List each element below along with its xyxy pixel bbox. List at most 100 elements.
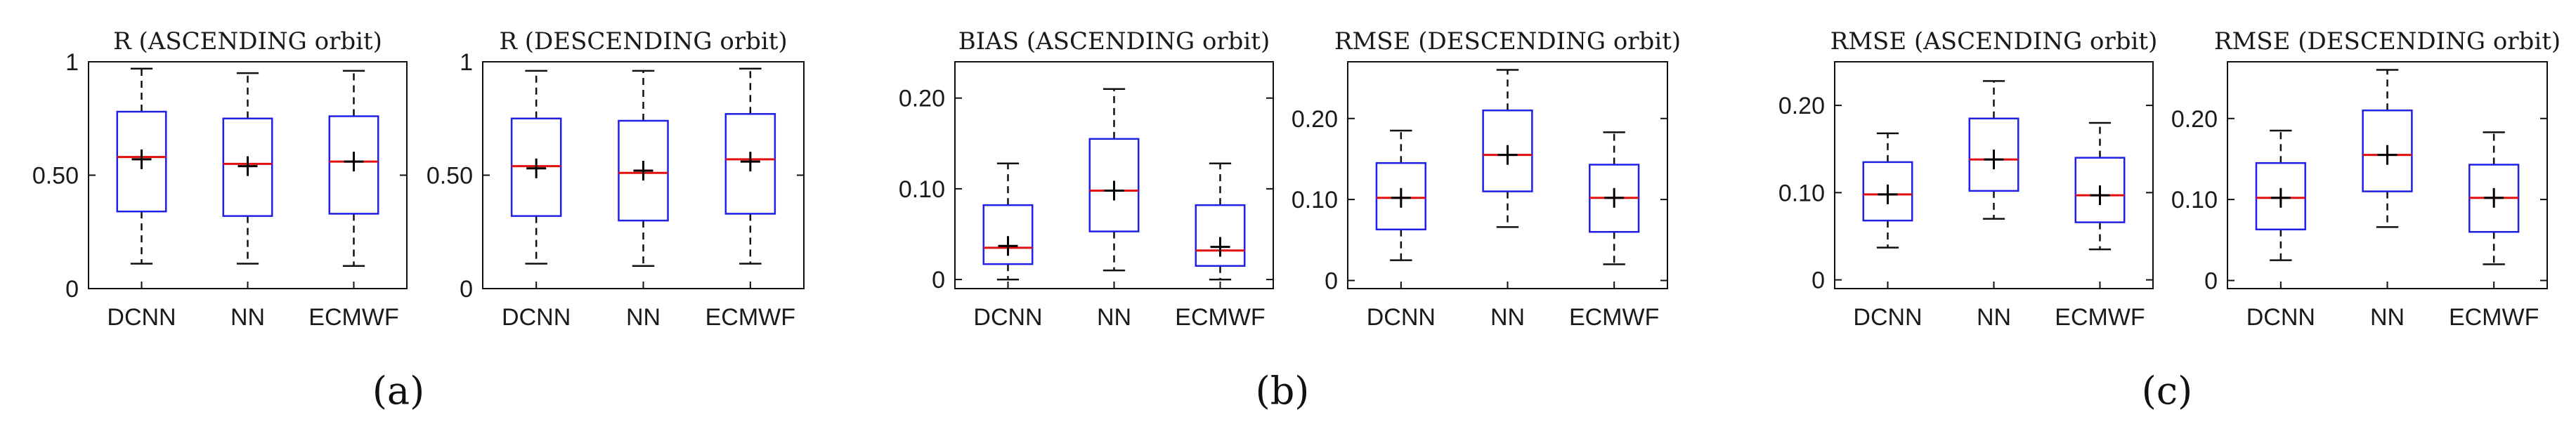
mean-marker [2484, 187, 2504, 208]
mean-marker [2270, 187, 2291, 208]
box-nn [1482, 69, 1533, 228]
y-tick-label: 0.10 [899, 176, 945, 203]
chart-3: BIAS (ASCENDING orbit) 0 0.10 0.20 DCNN NN ECM… [899, 27, 1274, 331]
box-iqr [1375, 161, 1426, 231]
box-dcnn [982, 162, 1034, 281]
chart-title: RMSE (DESCENDING orbit) [1334, 27, 1681, 55]
box-dcnn [2255, 129, 2306, 261]
box-ecmwf [724, 67, 776, 265]
box-ecmwf [2468, 131, 2520, 265]
x-tick-label: ECMWF [1175, 304, 1265, 331]
mean-marker [1210, 237, 1230, 257]
mean-marker [1497, 145, 1518, 165]
x-tick-label: NN [1977, 304, 2011, 331]
y-tick-label: 0 [1811, 268, 1825, 294]
box-dcnn [510, 70, 562, 265]
x-tick-label: NN [626, 304, 661, 331]
mean-marker [1391, 187, 1411, 208]
box-iqr [724, 113, 776, 215]
mean-marker [1604, 187, 1625, 208]
chart-title: R (ASCENDING orbit) [113, 27, 382, 55]
box-iqr [328, 115, 379, 215]
chart-title: R (DESCENDING orbit) [499, 27, 787, 55]
y-tick-label: 0 [1325, 268, 1338, 294]
y-tick-label: 0.20 [1778, 93, 1825, 119]
mean-marker [526, 158, 547, 178]
box-iqr [982, 204, 1034, 265]
chart-2: R (DESCENDING orbit) 0 0.50 1 DCNN NN ECMWF [427, 27, 805, 331]
y-tick-label: 0.20 [899, 86, 945, 112]
box-ecmwf [1589, 131, 1640, 265]
x-tick-label: DCNN [2246, 304, 2315, 331]
x-tick-label: DCNN [1853, 304, 1922, 331]
y-tick-label: 0.20 [2171, 106, 2218, 133]
box-nn [222, 72, 273, 265]
x-tick-label: NN [1490, 304, 1525, 331]
y-tick-label: 0 [65, 276, 79, 303]
mean-marker [633, 161, 653, 181]
y-tick-label: 0.10 [1778, 180, 1825, 206]
box-iqr [1482, 109, 1533, 192]
x-tick-label: NN [230, 304, 265, 331]
x-tick-label: NN [1097, 304, 1131, 331]
chart-1: R (ASCENDING orbit) 0 0.50 1 DCNN NN ECMWF [32, 27, 408, 331]
y-tick-label: 0 [460, 276, 473, 303]
box-iqr [1195, 204, 1246, 267]
box-iqr [2362, 109, 2413, 192]
x-tick-label: NN [2370, 304, 2405, 331]
x-tick-label: ECMWF [2449, 304, 2539, 331]
box-iqr [618, 119, 669, 222]
chart-6: RMSE (DESCENDING orbit) 0 0.10 0.20 DCNN NN EC… [2171, 27, 2561, 331]
box-dcnn [1862, 132, 1913, 249]
chart-5: RMSE (ASCENDING orbit) 0 0.10 0.20 DCNN NN ECM… [1778, 27, 2158, 331]
box-ecmwf [328, 70, 379, 267]
box-nn [618, 70, 669, 267]
box-iqr [510, 117, 562, 217]
plot-frame [1834, 61, 2154, 289]
y-tick-label: 1 [65, 49, 79, 76]
panel-label-c: (c) [2142, 369, 2192, 413]
plot-frame [954, 61, 1274, 289]
y-tick-label: 0 [2204, 268, 2218, 294]
mean-marker [740, 152, 760, 172]
box-iqr [1862, 161, 1913, 222]
box-iqr [116, 110, 167, 213]
x-tick-label: ECMWF [1569, 304, 1659, 331]
panel-label-b: (b) [1256, 369, 1310, 413]
box-nn [1088, 88, 1140, 272]
box-ecmwf [1195, 162, 1246, 281]
x-tick-label: ECMWF [2055, 304, 2145, 331]
mean-marker [2377, 145, 2398, 165]
mean-marker [2090, 185, 2110, 206]
x-tick-label: ECMWF [308, 304, 398, 331]
mean-marker [131, 149, 152, 169]
panel-label-a: (a) [372, 369, 424, 413]
x-tick-label: DCNN [973, 304, 1042, 331]
chart-title: RMSE (ASCENDING orbit) [1830, 27, 2158, 55]
box-nn [1968, 80, 2019, 220]
mean-marker [1104, 180, 1124, 201]
box-iqr [1088, 138, 1140, 232]
x-tick-label: DCNN [502, 304, 571, 331]
y-tick-label: 0.50 [427, 163, 473, 190]
chart-title: BIAS (ASCENDING orbit) [958, 27, 1270, 55]
mean-marker [238, 156, 258, 176]
box-iqr [2255, 161, 2306, 231]
x-tick-label: ECMWF [705, 304, 795, 331]
x-tick-label: DCNN [1367, 304, 1436, 331]
mean-marker [1984, 150, 2004, 170]
y-tick-label: 0 [932, 267, 945, 294]
x-tick-label: DCNN [107, 304, 176, 331]
y-tick-label: 0.10 [2171, 187, 2218, 213]
y-tick-label: 0.20 [1292, 106, 1338, 133]
chart-4: RMSE (DESCENDING orbit) 0 0.10 0.20 DCNN NN EC… [1292, 27, 1681, 331]
box-nn [2362, 69, 2413, 228]
y-tick-label: 0.10 [1292, 187, 1338, 213]
box-iqr [222, 117, 273, 217]
box-ecmwf [2074, 121, 2126, 251]
box-dcnn [1375, 129, 1426, 261]
y-tick-label: 1 [460, 49, 473, 76]
mean-marker [344, 152, 364, 172]
mean-marker [1878, 184, 1898, 204]
mean-marker [998, 236, 1018, 256]
